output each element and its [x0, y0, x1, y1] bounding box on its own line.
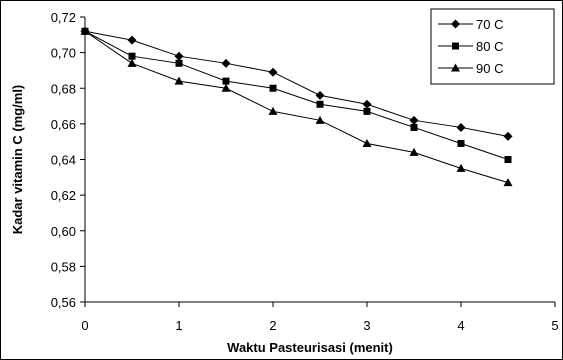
data-point	[315, 115, 325, 124]
series-line	[84, 30, 509, 160]
legend-label: 70 C	[476, 17, 503, 32]
data-point	[127, 58, 137, 67]
data-point	[128, 52, 136, 60]
data-point	[174, 51, 184, 61]
data-point	[80, 26, 90, 35]
series-2	[81, 27, 512, 163]
legend-label: 90 C	[476, 61, 503, 76]
data-point	[316, 100, 324, 108]
y-tick-label: 0,58	[51, 259, 76, 274]
data-point	[363, 107, 371, 115]
data-point	[456, 163, 466, 172]
legend-item: 80 C	[438, 39, 503, 54]
data-point	[362, 99, 372, 109]
data-point	[409, 115, 419, 125]
data-point	[174, 76, 184, 85]
series-line	[84, 30, 509, 137]
y-tick-label: 0,72	[51, 10, 76, 25]
legend-label: 80 C	[476, 39, 503, 54]
x-tick-label: 2	[269, 318, 276, 333]
x-tick-label: 0	[81, 318, 88, 333]
legend-marker	[451, 63, 460, 72]
data-point	[268, 67, 278, 77]
y-tick-label: 0,60	[51, 224, 76, 239]
data-point	[503, 131, 513, 141]
x-axis-title: Waktu Pasteurisasi (menit)	[227, 340, 393, 355]
data-point	[175, 59, 183, 67]
data-point	[503, 178, 513, 187]
data-point	[409, 147, 419, 156]
y-tick-label: 0,56	[51, 295, 76, 310]
legend: 70 C 80 C 90 C	[430, 8, 555, 85]
data-point	[221, 83, 231, 92]
data-point	[457, 139, 465, 147]
y-tick-label: 0,70	[51, 46, 76, 61]
series-layer	[80, 26, 513, 187]
legend-item: 90 C	[438, 61, 503, 76]
y-axis-title: Kadar vitamin C (mg/ml)	[10, 85, 25, 235]
series-line	[84, 30, 509, 184]
data-point	[456, 122, 466, 132]
legend-marker	[452, 42, 459, 50]
data-point	[362, 138, 372, 147]
data-point	[410, 123, 418, 131]
legend-marker	[451, 19, 460, 29]
y-tick-label: 0,64	[51, 153, 76, 168]
y-tick-label: 0,62	[51, 188, 76, 203]
y-tick-label: 0,68	[51, 81, 76, 96]
x-tick-label: 4	[457, 318, 464, 333]
data-point	[222, 77, 230, 85]
x-tick-label: 1	[175, 318, 182, 333]
legend-item: 70 C	[438, 17, 503, 32]
data-point	[269, 84, 277, 92]
x-tick-label: 5	[551, 318, 558, 333]
data-point	[221, 58, 231, 68]
data-point	[127, 35, 137, 45]
y-axis: 0,56 0,58 0,60 0,62 0,64 0,66 0,68 0,70 0,72	[51, 10, 86, 310]
x-tick-label: 3	[363, 318, 370, 333]
data-point	[504, 156, 512, 163]
data-point	[315, 90, 325, 100]
y-tick-label: 0,66	[51, 117, 76, 132]
series-3	[80, 26, 513, 187]
x-axis: 0 1 2 3 4 5	[81, 301, 559, 333]
data-point	[268, 106, 278, 115]
